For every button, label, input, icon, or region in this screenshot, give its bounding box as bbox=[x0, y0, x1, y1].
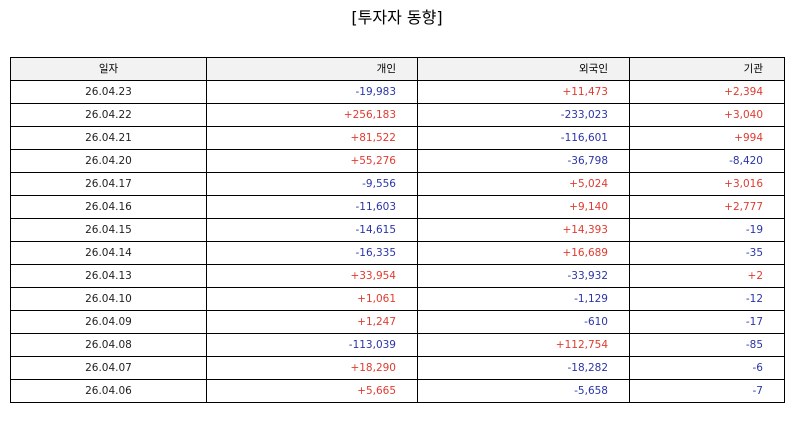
individual-cell: +33,954 bbox=[206, 264, 418, 288]
table-row: 26.04.07 +18,290 -18,282 -6 bbox=[10, 356, 785, 380]
individual-cell: -19,983 bbox=[206, 80, 418, 104]
foreign-cell: +14,393 bbox=[417, 218, 630, 242]
institution-cell: -35 bbox=[629, 241, 785, 265]
foreign-cell: +112,754 bbox=[417, 333, 630, 357]
institution-cell: +3,040 bbox=[629, 103, 785, 127]
table-row: 26.04.09 +1,247 -610 -17 bbox=[10, 310, 785, 334]
individual-cell: +5,665 bbox=[206, 379, 418, 403]
foreign-cell: -233,023 bbox=[417, 103, 630, 127]
institution-cell: -17 bbox=[629, 310, 785, 334]
table-row: 26.04.08 -113,039 +112,754 -85 bbox=[10, 333, 785, 357]
individual-cell: -16,335 bbox=[206, 241, 418, 265]
date-cell: 26.04.16 bbox=[10, 195, 207, 219]
column-header-date: 일자 bbox=[10, 57, 207, 81]
institution-cell: +2,394 bbox=[629, 80, 785, 104]
individual-cell: +1,247 bbox=[206, 310, 418, 334]
foreign-cell: -1,129 bbox=[417, 287, 630, 311]
institution-cell: +2 bbox=[629, 264, 785, 288]
institution-cell: -7 bbox=[629, 379, 785, 403]
date-cell: 26.04.06 bbox=[10, 379, 207, 403]
date-cell: 26.04.09 bbox=[10, 310, 207, 334]
foreign-cell: +5,024 bbox=[417, 172, 630, 196]
institution-cell: -85 bbox=[629, 333, 785, 357]
date-cell: 26.04.23 bbox=[10, 80, 207, 104]
column-header-individual: 개인 bbox=[206, 57, 418, 81]
date-cell: 26.04.14 bbox=[10, 241, 207, 265]
table-row: 26.04.20 +55,276 -36,798 -8,420 bbox=[10, 149, 785, 173]
foreign-cell: -610 bbox=[417, 310, 630, 334]
foreign-cell: -116,601 bbox=[417, 126, 630, 150]
foreign-cell: +11,473 bbox=[417, 80, 630, 104]
foreign-cell: +9,140 bbox=[417, 195, 630, 219]
date-cell: 26.04.08 bbox=[10, 333, 207, 357]
individual-cell: +18,290 bbox=[206, 356, 418, 380]
individual-cell: -14,615 bbox=[206, 218, 418, 242]
date-cell: 26.04.21 bbox=[10, 126, 207, 150]
institution-cell: -12 bbox=[629, 287, 785, 311]
institution-cell: +2,777 bbox=[629, 195, 785, 219]
institution-cell: -6 bbox=[629, 356, 785, 380]
table-row: 26.04.22 +256,183 -233,023 +3,040 bbox=[10, 103, 785, 127]
individual-cell: -11,603 bbox=[206, 195, 418, 219]
date-cell: 26.04.10 bbox=[10, 287, 207, 311]
date-cell: 26.04.07 bbox=[10, 356, 207, 380]
foreign-cell: +16,689 bbox=[417, 241, 630, 265]
table-row: 26.04.15 -14,615 +14,393 -19 bbox=[10, 218, 785, 242]
individual-cell: +81,522 bbox=[206, 126, 418, 150]
foreign-cell: -18,282 bbox=[417, 356, 630, 380]
table-row: 26.04.16 -11,603 +9,140 +2,777 bbox=[10, 195, 785, 219]
individual-cell: +55,276 bbox=[206, 149, 418, 173]
institution-cell: +994 bbox=[629, 126, 785, 150]
foreign-cell: -36,798 bbox=[417, 149, 630, 173]
table-header-row: 일자 개인 외국인 기관 bbox=[10, 57, 785, 81]
individual-cell: -9,556 bbox=[206, 172, 418, 196]
date-cell: 26.04.13 bbox=[10, 264, 207, 288]
date-cell: 26.04.22 bbox=[10, 103, 207, 127]
date-cell: 26.04.15 bbox=[10, 218, 207, 242]
investor-trend-table: 일자 개인 외국인 기관 26.04.23 -19,983 +11,473 +2,39… bbox=[10, 57, 785, 403]
foreign-cell: -33,932 bbox=[417, 264, 630, 288]
table-row: 26.04.23 -19,983 +11,473 +2,394 bbox=[10, 80, 785, 104]
table-row: 26.04.10 +1,061 -1,129 -12 bbox=[10, 287, 785, 311]
institution-cell: +3,016 bbox=[629, 172, 785, 196]
column-header-foreign: 외국인 bbox=[417, 57, 630, 81]
individual-cell: -113,039 bbox=[206, 333, 418, 357]
individual-cell: +1,061 bbox=[206, 287, 418, 311]
institution-cell: -8,420 bbox=[629, 149, 785, 173]
date-cell: 26.04.17 bbox=[10, 172, 207, 196]
institution-cell: -19 bbox=[629, 218, 785, 242]
foreign-cell: -5,658 bbox=[417, 379, 630, 403]
chart-title: [투자자 동향] bbox=[351, 8, 443, 27]
table-row: 26.04.14 -16,335 +16,689 -35 bbox=[10, 241, 785, 265]
date-cell: 26.04.20 bbox=[10, 149, 207, 173]
table-row: 26.04.13 +33,954 -33,932 +2 bbox=[10, 264, 785, 288]
table-row: 26.04.21 +81,522 -116,601 +994 bbox=[10, 126, 785, 150]
table-row: 26.04.17 -9,556 +5,024 +3,016 bbox=[10, 172, 785, 196]
column-header-institution: 기관 bbox=[629, 57, 785, 81]
individual-cell: +256,183 bbox=[206, 103, 418, 127]
table-row: 26.04.06 +5,665 -5,658 -7 bbox=[10, 379, 785, 403]
